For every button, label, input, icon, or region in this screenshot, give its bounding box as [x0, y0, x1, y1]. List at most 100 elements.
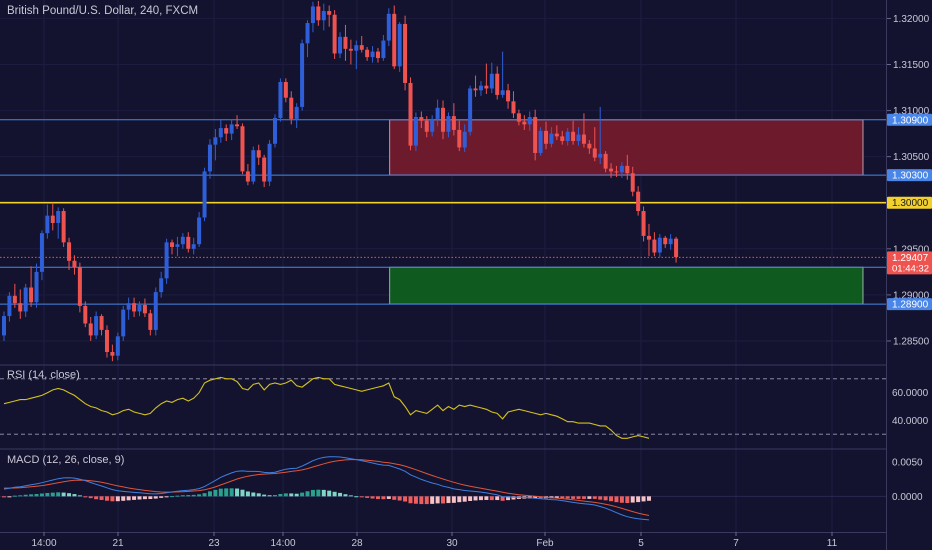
candle-body — [619, 165, 624, 173]
candle-body — [2, 316, 6, 336]
macd-histogram-bar — [137, 496, 142, 500]
candle-body — [381, 40, 386, 59]
candle-body — [104, 329, 109, 353]
macd-histogram-bar — [283, 493, 288, 497]
macd-line — [3, 456, 650, 521]
candle-body — [310, 6, 315, 24]
candle-body — [164, 242, 169, 279]
candle-body — [473, 88, 478, 91]
candle-body — [451, 116, 456, 130]
candle-body — [94, 316, 99, 336]
macd-histogram-bar — [576, 496, 581, 499]
candle-body — [202, 171, 207, 218]
macd-histogram-bar — [533, 496, 538, 499]
level-badge — [887, 113, 932, 126]
price-axis[interactable]: 1.32000 1.31500 1.31000 1.30500 1.30000 1.295… — [887, 0, 932, 550]
candle-body — [435, 107, 440, 119]
candle-body — [278, 82, 283, 118]
candle-body — [7, 295, 12, 317]
macd-histogram-bar — [170, 496, 175, 498]
macd-histogram-bar — [435, 496, 440, 504]
candle-body — [576, 134, 581, 141]
candle-body — [495, 73, 500, 95]
macd-histogram-bar — [207, 491, 212, 497]
macd-histogram-bar — [446, 496, 451, 504]
candle-body — [305, 23, 310, 44]
candle-body — [273, 117, 277, 144]
candle-body — [413, 117, 418, 146]
candle-body — [300, 43, 305, 107]
symbol-title: British Pound/U.S. Dollar, 240, FXCM — [7, 5, 199, 17]
macd-histogram-bar — [61, 492, 66, 497]
candle-body — [652, 239, 657, 253]
candle-body — [354, 45, 359, 51]
level-badge — [887, 196, 932, 209]
macd-histogram-bar — [587, 496, 592, 499]
candle-body — [256, 150, 261, 158]
last-price-badge — [887, 251, 932, 275]
macd-histogram-bar — [408, 496, 413, 504]
candle-body — [186, 236, 191, 249]
macd-histogram-bar — [12, 495, 17, 497]
macd-histogram-bar — [419, 496, 424, 505]
candle-body — [39, 233, 44, 272]
candle-body — [516, 113, 521, 122]
candle-body — [294, 106, 299, 119]
candle-body — [240, 126, 245, 172]
candle-body — [522, 121, 527, 125]
macd-histogram-bar — [18, 495, 23, 497]
macd-histogram-bar — [197, 494, 202, 497]
macd-histogram-bar — [403, 496, 408, 502]
candle-body — [592, 148, 597, 158]
macd-histogram-bar — [213, 489, 218, 497]
candle-body — [67, 242, 72, 261]
price-tick-label: 1.31000 — [893, 106, 930, 117]
macd-histogram-bar — [630, 496, 635, 503]
macd-histogram-bar — [273, 495, 277, 497]
macd-histogram-bar — [77, 495, 82, 497]
candle-body — [159, 278, 164, 293]
macd-histogram-bar — [256, 493, 261, 497]
candle-body — [359, 45, 364, 50]
candle-body — [668, 238, 673, 245]
price-axis-background — [887, 0, 932, 550]
macd-histogram-bar — [218, 488, 223, 497]
candle-body — [533, 117, 538, 153]
time-axis[interactable]: 14:00 21 23 14:00 28 30 Feb 5 7 11 — [31, 532, 838, 549]
candle-body — [83, 305, 88, 324]
macd-histogram-bar — [121, 496, 126, 501]
time-tick-label: 28 — [351, 538, 363, 549]
macd-histogram-bar — [473, 496, 478, 501]
macd-histogram-bar — [316, 489, 321, 497]
candle-body — [430, 118, 435, 132]
macd-histogram-bar — [310, 489, 315, 497]
candle-body — [397, 23, 402, 67]
macd-histogram-bar — [625, 496, 630, 503]
candle-body — [338, 36, 343, 54]
macd-histogram-bar — [262, 494, 267, 497]
macd-histogram-bar — [191, 494, 196, 497]
candle-body — [23, 287, 28, 312]
macd-histogram-bar — [397, 496, 402, 501]
candle-body — [207, 144, 212, 172]
candle-body — [538, 130, 543, 153]
candle-body — [126, 303, 131, 310]
candle-body — [142, 305, 147, 314]
macd-histogram-bar — [202, 493, 207, 497]
time-tick-label: 21 — [112, 538, 124, 549]
macd-histogram-bar — [45, 492, 50, 497]
macd-histogram-bar — [571, 496, 576, 499]
candle-body — [34, 271, 39, 303]
macd-histogram-bar — [332, 491, 337, 497]
rsi-tick-label: 40.0000 — [892, 416, 929, 427]
candle-body — [197, 217, 202, 245]
candle-body — [153, 292, 158, 330]
candle-body — [18, 303, 23, 312]
candle-body — [99, 316, 104, 330]
candle-body — [77, 267, 82, 306]
candle-body — [636, 191, 641, 212]
last-price-label: 1.29407 — [892, 253, 929, 264]
macd-histogram-bar — [29, 494, 34, 497]
